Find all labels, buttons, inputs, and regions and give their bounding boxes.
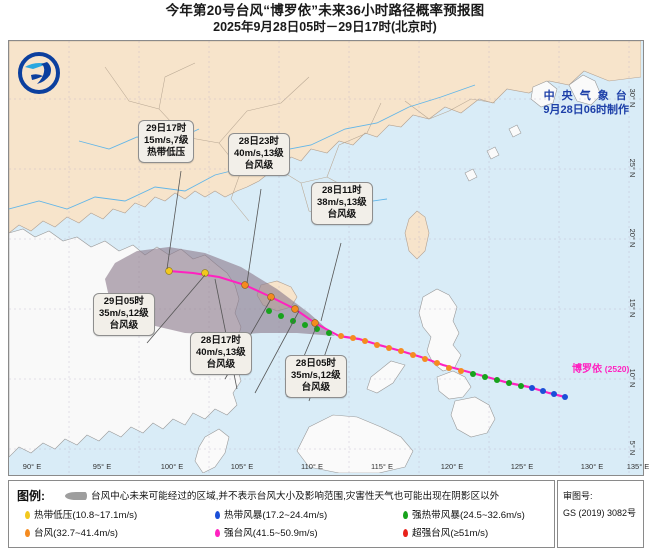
callout-wind: 40m/s,13级	[196, 347, 246, 358]
landmass-palawan	[366, 360, 406, 394]
lat-tick-5: 5° N	[628, 440, 637, 456]
callout-wind: 15m/s,7级	[144, 135, 189, 146]
page-title: 今年第20号台风“博罗依”未来36小时路径概率预报图 2025年9月28日05时…	[0, 2, 650, 35]
landmass-mindanao	[450, 396, 496, 438]
typhoon-name-label: 博罗依 (2520)	[572, 360, 629, 375]
landmass-japan	[568, 74, 602, 106]
legend-item-label: 强台风(41.5~50.9m/s)	[224, 528, 318, 539]
title-line-2: 2025年9月28日05时－29日17时(北京时)	[213, 20, 437, 34]
legend-item-label: 超强台风(≥51m/s)	[412, 528, 489, 539]
lon-tick-100: 100° E	[160, 462, 184, 471]
lat-tick-20: 20° N	[628, 228, 637, 248]
callout-time: 28日17时	[200, 335, 241, 346]
callout-grade: 台风级	[327, 209, 357, 220]
callout-28-23[interactable]: 28日23时 40m/s,13级 台风级	[228, 133, 290, 176]
approval-panel: 审图号: GS (2019) 3082号	[557, 480, 644, 548]
callout-29-17[interactable]: 29日17时 15m/s,7级 热带低压	[138, 120, 195, 163]
legend-cone-note-row: 台风中心未来可能经过的区域,并不表示台风大小及影响范围,灾害性天气也可能出现在阴…	[65, 488, 499, 502]
legend-dot-icon	[403, 511, 408, 519]
callout-time: 28日11时	[322, 185, 362, 196]
landmass-ryukyu-1	[508, 124, 522, 138]
landmass-taiwan	[404, 210, 430, 260]
callout-wind: 38m/s,13级	[317, 197, 367, 208]
legend-item-td: 热带低压(10.8~17.1m/s)	[25, 507, 137, 521]
typhoon-name: 博罗依	[572, 364, 602, 375]
legend-dot-icon	[215, 529, 220, 537]
approval-label: 审图号:	[563, 491, 593, 501]
landmass-luzon	[418, 288, 462, 372]
callout-grade: 台风级	[244, 160, 274, 171]
callout-wind: 35m/s,12级	[291, 370, 341, 381]
callout-grade: 热带低压	[147, 147, 186, 158]
lat-tick-15: 15° N	[628, 298, 637, 318]
legend-item-superty: 超强台风(≥51m/s)	[403, 525, 488, 539]
callout-grade: 台风级	[109, 320, 139, 331]
callout-28-05[interactable]: 28日05时 35m/s,12级 台风级	[285, 355, 347, 398]
legend-item-label: 热带低压(10.8~17.1m/s)	[34, 510, 138, 521]
forecast-track-points	[165, 267, 319, 327]
agency-name: 中 央 气 象 台	[543, 90, 629, 102]
callout-grade: 台风级	[301, 382, 331, 393]
legend-dot-icon	[25, 511, 30, 519]
agency-stamp: 中 央 气 象 台 9月28日06时制作	[543, 89, 629, 117]
forecast-track-line	[168, 270, 340, 337]
lon-tick-115: 115° E	[370, 462, 394, 471]
lon-tick-90: 90° E	[22, 462, 42, 471]
legend-item-label: 台风(32.7~41.4m/s)	[34, 528, 118, 539]
lat-tick-10: 10° N	[628, 368, 637, 388]
legend-dot-icon	[215, 511, 220, 519]
legend-item-sts: 强热带风暴(24.5~32.6m/s)	[403, 507, 525, 521]
callout-time: 29日05时	[103, 296, 144, 307]
landmass-ryukyu-2	[486, 146, 500, 160]
lon-tick-105: 105° E	[230, 462, 254, 471]
lon-tick-130: 130° E	[580, 462, 604, 471]
callout-28-11[interactable]: 28日11时 38m/s,13级 台风级	[311, 182, 373, 225]
callout-grade: 台风级	[206, 359, 236, 370]
legend-title: 图例:	[17, 489, 45, 503]
lon-tick-95: 95° E	[92, 462, 112, 471]
landmass-malay	[194, 428, 230, 473]
latitude-axis: 30° N 25° N 20° N 15° N 10° N 5° N	[628, 40, 650, 474]
callout-time: 29日17时	[146, 123, 187, 134]
lon-tick-125: 125° E	[510, 462, 534, 471]
legend-dot-icon	[403, 529, 408, 537]
legend-dot-icon	[25, 529, 30, 537]
landmass-ryukyu-3	[464, 168, 478, 182]
lon-tick-135: 135° E	[626, 462, 650, 471]
legend-item-ty: 台风(32.7~41.4m/s)	[25, 525, 118, 539]
cone-swatch-icon	[65, 492, 87, 501]
landmass-borneo	[296, 414, 414, 473]
callout-29-05[interactable]: 29日05时 35m/s,12级 台风级	[93, 293, 155, 336]
legend-item-sty: 强台风(41.5~50.9m/s)	[215, 525, 318, 539]
callout-wind: 35m/s,12级	[99, 308, 149, 319]
longitude-axis: 90° E 95° E 100° E 105° E 110° E 115° E …	[8, 462, 650, 476]
callout-28-17[interactable]: 28日17时 40m/s,13级 台风级	[190, 332, 252, 375]
callout-time: 28日23时	[238, 136, 279, 147]
forecast-probability-cone	[105, 247, 335, 336]
lon-tick-110: 110° E	[300, 462, 324, 471]
legend-cone-note: 台风中心未来可能经过的区域,并不表示台风大小及影响范围,灾害性天气也可能出现在阴…	[91, 491, 500, 502]
legend-panel: 图例: 台风中心未来可能经过的区域,并不表示台风大小及影响范围,灾害性天气也可能…	[8, 480, 555, 548]
map-canvas[interactable]: 中 央 气 象 台 9月28日06时制作	[8, 40, 644, 476]
cma-logo-icon	[17, 51, 61, 95]
observed-track-points	[266, 308, 568, 400]
legend-item-label: 强热带风暴(24.5~32.6m/s)	[412, 510, 525, 521]
callout-time: 28日05时	[295, 358, 336, 369]
agency-issued-time: 9月28日06时制作	[543, 104, 629, 116]
callout-wind: 40m/s,13级	[234, 148, 284, 159]
landmass-visayas	[436, 370, 472, 400]
typhoon-code: (2520)	[604, 364, 630, 374]
legend-item-label: 热带风暴(17.2~24.4m/s)	[224, 510, 328, 521]
lat-tick-30: 30° N	[628, 88, 637, 108]
legend-item-ts: 热带风暴(17.2~24.4m/s)	[215, 507, 327, 521]
lon-tick-120: 120° E	[440, 462, 464, 471]
approval-number: GS (2019) 3082号	[563, 508, 637, 518]
title-line-1: 今年第20号台风“博罗依”未来36小时路径概率预报图	[165, 3, 485, 18]
lat-tick-25: 25° N	[628, 158, 637, 178]
